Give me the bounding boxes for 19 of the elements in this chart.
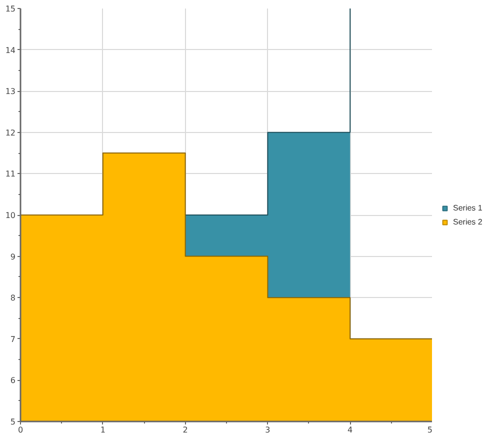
y-tick-label: 6 xyxy=(10,376,16,386)
x-tick-label: 2 xyxy=(182,426,188,434)
y-tick-label: 10 xyxy=(5,211,16,220)
x-tick-label: 0 xyxy=(18,426,24,434)
legend-label: Series 1 xyxy=(453,203,482,212)
legend-label: Series 2 xyxy=(453,217,482,226)
y-tick-label: 15 xyxy=(5,4,16,14)
x-tick-label: 1 xyxy=(100,426,106,434)
x-tick-label: 3 xyxy=(265,426,270,434)
y-tick-label: 12 xyxy=(5,128,16,138)
x-tick-label: 4 xyxy=(348,426,353,434)
y-tick-label: 7 xyxy=(10,334,16,344)
y-tick-label: 11 xyxy=(5,170,16,179)
x-tick-label: 5 xyxy=(427,426,433,434)
y-tick-label: 13 xyxy=(5,87,16,96)
y-tick-label: 8 xyxy=(10,294,16,303)
y-tick-label: 9 xyxy=(10,252,16,262)
y-tick-label: 14 xyxy=(5,46,16,55)
y-tick-label: 5 xyxy=(10,418,16,426)
